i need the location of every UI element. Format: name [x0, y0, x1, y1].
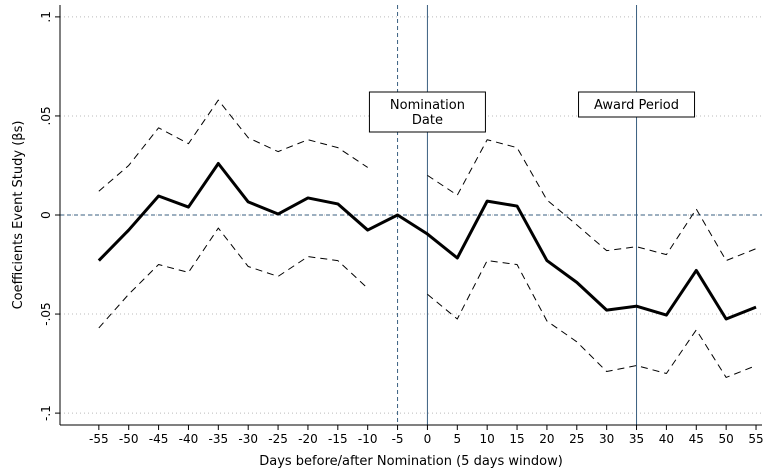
x-tick-label: 40: [659, 432, 674, 446]
x-tick-label: -50: [119, 432, 139, 446]
annotation-text: Award Period: [594, 98, 679, 113]
x-tick-label: -30: [238, 432, 258, 446]
x-tick-label: 55: [748, 432, 763, 446]
x-tick-label: 10: [480, 432, 495, 446]
y-axis-title: Coefficients Event Study (βs): [11, 121, 26, 310]
x-tick-label: 0: [424, 432, 432, 446]
y-tick-label: .1: [39, 11, 53, 22]
x-tick-label: -5: [392, 432, 404, 446]
annotation-text: Nomination: [390, 98, 465, 113]
x-tick-label: -55: [89, 432, 109, 446]
x-tick-label: 45: [689, 432, 704, 446]
x-tick-label: -25: [268, 432, 288, 446]
x-tick-label: 30: [599, 432, 614, 446]
series-line: [97, 161, 757, 321]
annotation-box: [578, 91, 696, 118]
y-tick-label: -.1: [39, 405, 53, 421]
x-tick-label: -10: [358, 432, 378, 446]
series-line: [98, 227, 757, 378]
x-tick-label: 15: [509, 432, 524, 446]
x-tick-label: 50: [719, 432, 734, 446]
x-tick-label: 35: [629, 432, 644, 446]
series-line: [98, 99, 757, 262]
x-tick-label: -35: [209, 432, 229, 446]
x-tick-label: -15: [328, 432, 348, 446]
annotation-box: [368, 91, 486, 133]
y-tick-label: 0: [39, 211, 53, 219]
y-tick-label: .05: [39, 106, 53, 125]
x-tick-label: 25: [569, 432, 584, 446]
annotation: Award Period: [578, 91, 696, 118]
y-tick-label: -.05: [39, 302, 53, 325]
x-tick-label: 20: [539, 432, 554, 446]
x-tick-label: -40: [179, 432, 199, 446]
annotation-text: Date: [412, 113, 443, 128]
x-axis-title: Days before/after Nomination (5 days win…: [259, 454, 563, 469]
x-tick-label: 5: [453, 432, 461, 446]
x-tick-label: -20: [298, 432, 318, 446]
x-tick-label: -45: [149, 432, 169, 446]
